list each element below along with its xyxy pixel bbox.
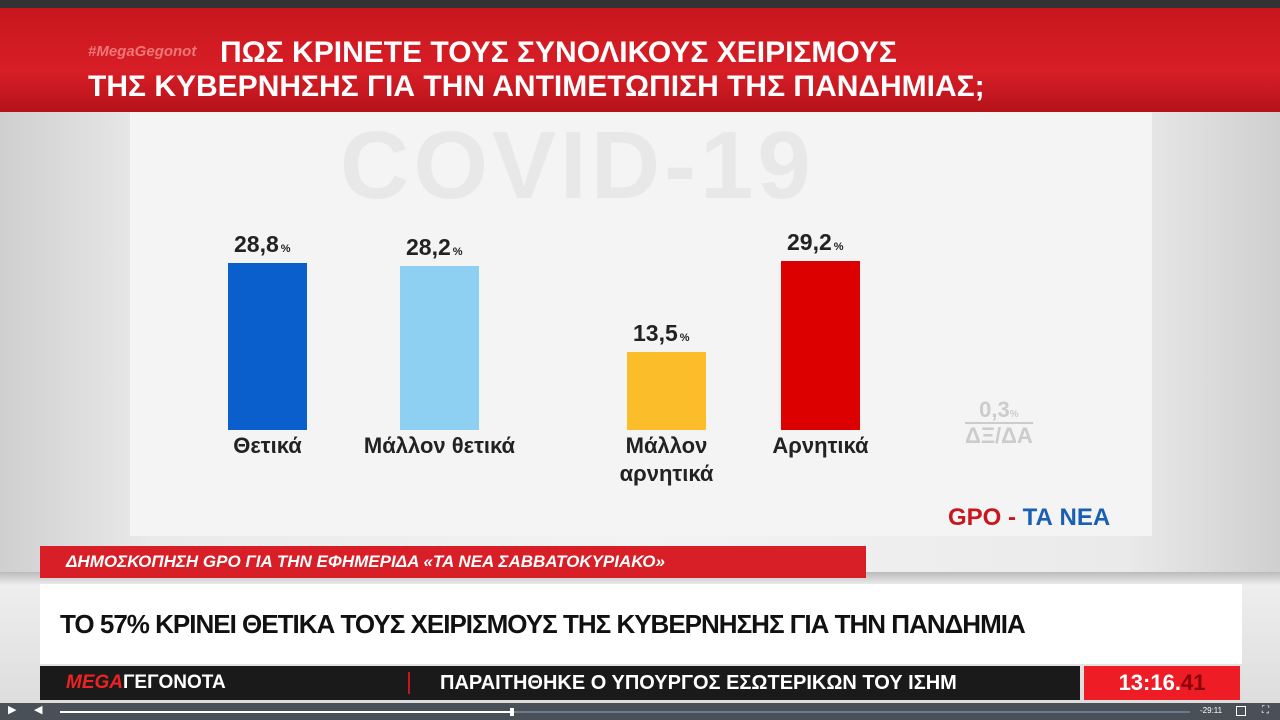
category-label: Μάλλον θετικά	[363, 433, 516, 458]
ticker-text: ΠΑΡΑΙΤΗΘΗΚΕ Ο ΥΠΟΥΡΓΟΣ ΕΣΩΤΕΡΙΚΩΝ ΤΟΥ ΙΣ…	[440, 672, 957, 694]
seek-bar[interactable]	[60, 708, 1190, 716]
minor-value: 0,3%	[965, 397, 1033, 425]
fullscreen-icon[interactable]: ⛶	[1262, 705, 1269, 716]
mega-logo: MEGAΓΕΓΟΝΟΤΑ	[66, 672, 226, 693]
value-label: 28,2%	[406, 234, 463, 261]
video-controls: ▶ ◀ -29:11 ⛶	[0, 703, 1280, 720]
play-icon[interactable]: ▶	[8, 704, 17, 716]
top-edge	[0, 0, 1280, 8]
news-ticker: MEGAΓΕΓΟΝΟΤΑ ΠΑΡΑΙΤΗΘΗΚΕ Ο ΥΠΟΥΡΓΟΣ ΕΣΩΤ…	[40, 666, 1080, 700]
category-label: Μάλλον αρνητικά	[619, 433, 714, 486]
minor-category: 0,3% ΔΞ/ΔΑ	[965, 397, 1033, 449]
clock: 13:16.41	[1084, 666, 1240, 700]
seek-progress	[60, 711, 512, 713]
source-credit: GPO - ΤΑ ΝΕΑ	[948, 504, 1111, 531]
bar	[228, 262, 307, 430]
hashtag: #MegaGegonot	[88, 43, 197, 60]
subtitle-bar: ΔΗΜΟΣΚΟΠΗΣΗ GPO ΓΙΑ ΤΗΝ ΕΦΗΜΕΡΙΔΑ «ΤΑ ΝΕ…	[40, 546, 866, 578]
covid-watermark: COVID-19	[340, 112, 815, 219]
bar	[400, 266, 479, 430]
category-label: Θετικά	[233, 433, 302, 458]
bar	[781, 260, 860, 430]
category-label: Αρνητικά	[772, 433, 869, 458]
bar	[627, 351, 706, 430]
value-label: 13,5%	[633, 319, 690, 346]
pip-icon[interactable]	[1236, 706, 1246, 716]
headline: ΤΟ 57% ΚΡΙΝΕΙ ΘΕΤΙΚΑ ΤΟΥΣ ΧΕΙΡΙΣΜΟΥΣ ΤΗΣ…	[40, 584, 1242, 664]
value-label: 29,2%	[787, 228, 844, 255]
header-banner	[0, 8, 1280, 112]
value-label: 28,8%	[234, 230, 291, 257]
title-line-1: ΠΩΣ ΚΡΙΝΕΤΕ ΤΟΥΣ ΣΥΝΟΛΙΚΟΥΣ ΧΕΙΡΙΣΜΟΥΣ	[220, 36, 897, 69]
title-line-2: ΤΗΣ ΚΥΒΕΡΝΗΣΗΣ ΓΙΑ ΤΗΝ ΑΝΤΙΜΕΤΩΠΙΣΗ ΤΗΣ …	[88, 70, 985, 103]
volume-icon[interactable]: ◀	[34, 704, 43, 716]
time-remaining: -29:11	[1200, 706, 1223, 715]
seek-handle[interactable]	[510, 708, 514, 716]
minor-label: ΔΞ/ΔΑ	[965, 423, 1033, 449]
ticker-divider	[408, 672, 410, 694]
